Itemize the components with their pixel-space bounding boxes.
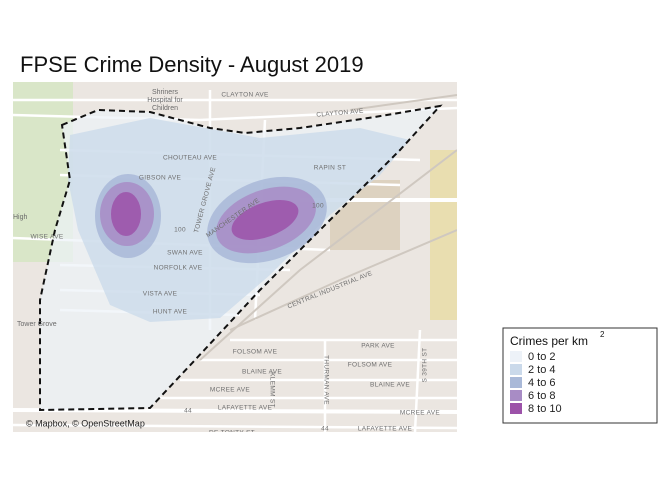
street-label: THURMAN AVE (322, 355, 329, 405)
street-label: FOLSOM AVE (233, 349, 278, 356)
legend-swatch (510, 351, 522, 362)
street-label: S 39TH ST (422, 348, 429, 383)
poi-label: Tower Grove (17, 321, 57, 328)
legend-label: 4 to 6 (528, 377, 556, 389)
street-label: CHOUTEAU AVE (163, 155, 217, 162)
street-label: LAFAYETTE AVE (358, 426, 413, 433)
density-band-4 (111, 192, 141, 236)
street (13, 423, 457, 430)
street-label: GIBSON AVE (139, 175, 182, 182)
street-label: HUNT AVE (153, 309, 188, 316)
map: CLAYTON AVE CLAYTON AVE CHOUTEAU AVE GIBSON… (13, 82, 457, 437)
street-label: MCREE AVE (400, 410, 441, 417)
street (13, 106, 457, 122)
legend-swatch (510, 403, 522, 414)
highway (13, 408, 457, 414)
legend-title: Crimes per km (510, 334, 588, 348)
legend-label: 8 to 10 (528, 403, 562, 415)
map-title: FPSE Crime Density - August 2019 (20, 52, 364, 77)
railway (199, 149, 457, 361)
street-label: MCREE AVE (210, 387, 251, 394)
street (413, 329, 422, 432)
street-label: CLAYTON AVE (316, 108, 364, 119)
density-band-4 (231, 200, 299, 240)
boundary (39, 104, 443, 412)
street-label: DE TONTY ST (209, 430, 255, 437)
railways (199, 94, 457, 361)
street-label: SWAN AVE (167, 250, 203, 257)
legend-label: 6 to 8 (528, 390, 556, 402)
street-label: BLAINE AVE (370, 382, 410, 389)
street-label: 100 (312, 203, 324, 210)
legend-swatch (510, 364, 522, 375)
legend-label: 2 to 4 (528, 364, 556, 376)
street-label: 44 (184, 408, 192, 415)
street-label: RAPIN ST (314, 165, 346, 172)
street-label: FOLSOM AVE (348, 362, 393, 369)
attribution: © Mapbox, © OpenStreetMap (26, 418, 145, 428)
density-layer (40, 106, 440, 410)
poi-label: High (13, 214, 28, 221)
street-label: PARK AVE (361, 343, 395, 350)
legend-label: 0 to 2 (528, 351, 556, 363)
poi-label: Children (152, 105, 178, 112)
street-label: CLAYTON AVE (221, 92, 269, 99)
legend-title-superscript: 2 (600, 330, 605, 339)
legend-swatch (510, 390, 522, 401)
street-label: NORFOLK AVE (154, 265, 203, 272)
poi-label: Hospital for (147, 97, 183, 104)
street-label: 100 (174, 227, 186, 234)
street-label: 44 (321, 426, 329, 433)
street-label: VISTA AVE (143, 291, 178, 298)
railway (229, 229, 457, 331)
street-label: KLEMM ST (268, 372, 275, 408)
street-label: WISE AVE (31, 234, 64, 241)
legend-box (502, 327, 658, 424)
railway (349, 94, 457, 111)
street-label: LAFAYETTE AVE (218, 405, 273, 412)
street-label: BLAINE AVE (242, 369, 282, 376)
legend: Crimes per km 2 0 to 22 to 44 to 66 to 8… (502, 327, 658, 424)
legend-swatch (510, 377, 522, 388)
poi-label: Shriners (152, 89, 179, 96)
